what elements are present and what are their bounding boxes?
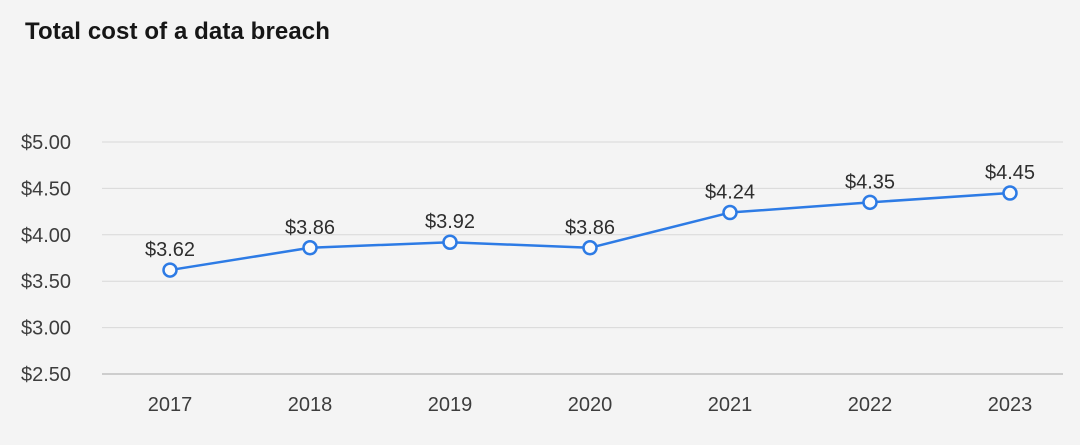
data-point-marker: [862, 194, 878, 211]
y-tick-label: $3.00: [21, 318, 71, 340]
data-point-label: $3.86: [285, 217, 335, 239]
y-tick-label: $5.00: [21, 132, 71, 154]
data-point-label: $4.35: [845, 171, 895, 193]
y-tick-label: $3.50: [21, 271, 71, 293]
x-tick-label: 2019: [428, 394, 473, 416]
data-point-label: $4.24: [705, 182, 755, 204]
data-point-label: $3.62: [145, 239, 195, 261]
x-tick-label: 2021: [708, 394, 753, 416]
data-point-marker: [302, 240, 318, 256]
data-point-marker: [442, 234, 458, 250]
x-tick-label: 2023: [988, 394, 1033, 416]
x-tick-label: 2020: [568, 394, 613, 416]
chart-title: Total cost of a data breach: [25, 18, 330, 45]
y-tick-label: $4.00: [21, 225, 71, 247]
data-point-marker: [722, 204, 738, 221]
y-tick-label: $2.50: [21, 364, 71, 386]
y-tick-label: $4.50: [21, 178, 71, 200]
data-point-marker: [162, 262, 178, 278]
data-point-marker: [582, 240, 598, 256]
x-tick-label: 2022: [848, 394, 893, 416]
x-tick-label: 2017: [148, 394, 193, 416]
data-point-label: $3.86: [565, 217, 615, 239]
data-point-label: $4.45: [985, 162, 1035, 184]
data-point-marker: [1002, 185, 1018, 201]
x-tick-label: 2018: [288, 394, 333, 416]
data-point-label: $3.92: [425, 211, 475, 233]
